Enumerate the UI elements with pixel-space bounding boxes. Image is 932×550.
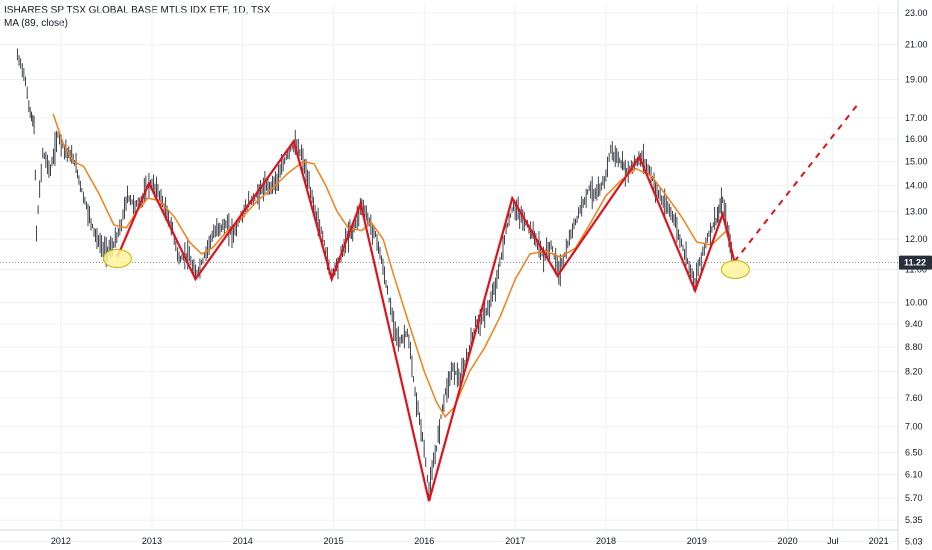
x-tick-label-10: 2021	[869, 536, 889, 546]
y-tick-label-20: 5.03	[905, 537, 923, 547]
time-axis[interactable]: 2012 2013 2014 2015 2016 2017 2018 2019 2020 Jul 2…	[51, 536, 889, 546]
y-tick-label-12: 8.80	[905, 342, 923, 352]
x-tick-label-6: 2018	[596, 536, 616, 546]
x-tick-label-5: 2017	[505, 536, 525, 546]
projection-dashed-line	[733, 103, 859, 263]
indicator-legend[interactable]: MA (89, close)	[4, 18, 68, 29]
x-tick-label-9: Jul	[827, 536, 839, 546]
ma-89-line	[52, 113, 728, 419]
y-tick-label-16: 6.50	[905, 447, 923, 457]
x-tick-label-1: 2013	[142, 536, 162, 546]
moving-average-line	[52, 113, 728, 419]
chart-grid	[0, 0, 899, 550]
zigzag-line	[116, 138, 736, 502]
y-tick-label-2: 19.00	[905, 74, 928, 84]
y-tick-label-8: 12.00	[905, 234, 928, 244]
chart-title: ISHARES SP TSX GLOBAL BASE MTLS IDX ETF,…	[4, 5, 271, 16]
y-tick-label-15: 7.00	[905, 422, 923, 432]
y-tick-label-0: 23.00	[905, 8, 928, 18]
y-tick-label-5: 15.00	[905, 157, 928, 167]
y-tick-label-7: 13.00	[905, 206, 928, 216]
x-tick-label-4: 2016	[414, 536, 434, 546]
price-axis[interactable]: 23.00 21.00 19.00 17.00 16.00 15.00 14.00 13.00…	[899, 8, 932, 547]
x-tick-label-8: 2020	[778, 536, 798, 546]
y-tick-label-6: 14.00	[905, 181, 928, 191]
current-price-label: 11.22	[904, 258, 926, 268]
y-tick-label-19: 5.35	[905, 515, 923, 525]
y-tick-label-1: 21.00	[905, 40, 928, 50]
y-tick-label-17: 6.10	[905, 469, 923, 479]
x-tick-label-0: 2012	[51, 536, 71, 546]
y-tick-label-18: 5.70	[905, 493, 923, 503]
current-price-badge	[899, 255, 932, 270]
price-bars	[16, 48, 732, 501]
zigzag-pattern	[116, 103, 859, 502]
y-tick-label-3: 17.00	[905, 113, 928, 123]
x-tick-label-2: 2014	[233, 536, 253, 546]
y-tick-label-11: 9.40	[905, 319, 923, 329]
x-tick-label-3: 2015	[323, 536, 343, 546]
y-tick-label-13: 8.20	[905, 367, 923, 377]
highlight-ellipse-1	[720, 259, 750, 279]
y-tick-label-14: 7.60	[905, 393, 923, 403]
y-tick-label-10: 10.00	[905, 298, 928, 308]
y-tick-label-4: 16.00	[905, 134, 928, 144]
annotations	[102, 249, 750, 279]
x-tick-label-7: 2019	[687, 536, 707, 546]
highlight-ellipse-0	[102, 249, 132, 269]
